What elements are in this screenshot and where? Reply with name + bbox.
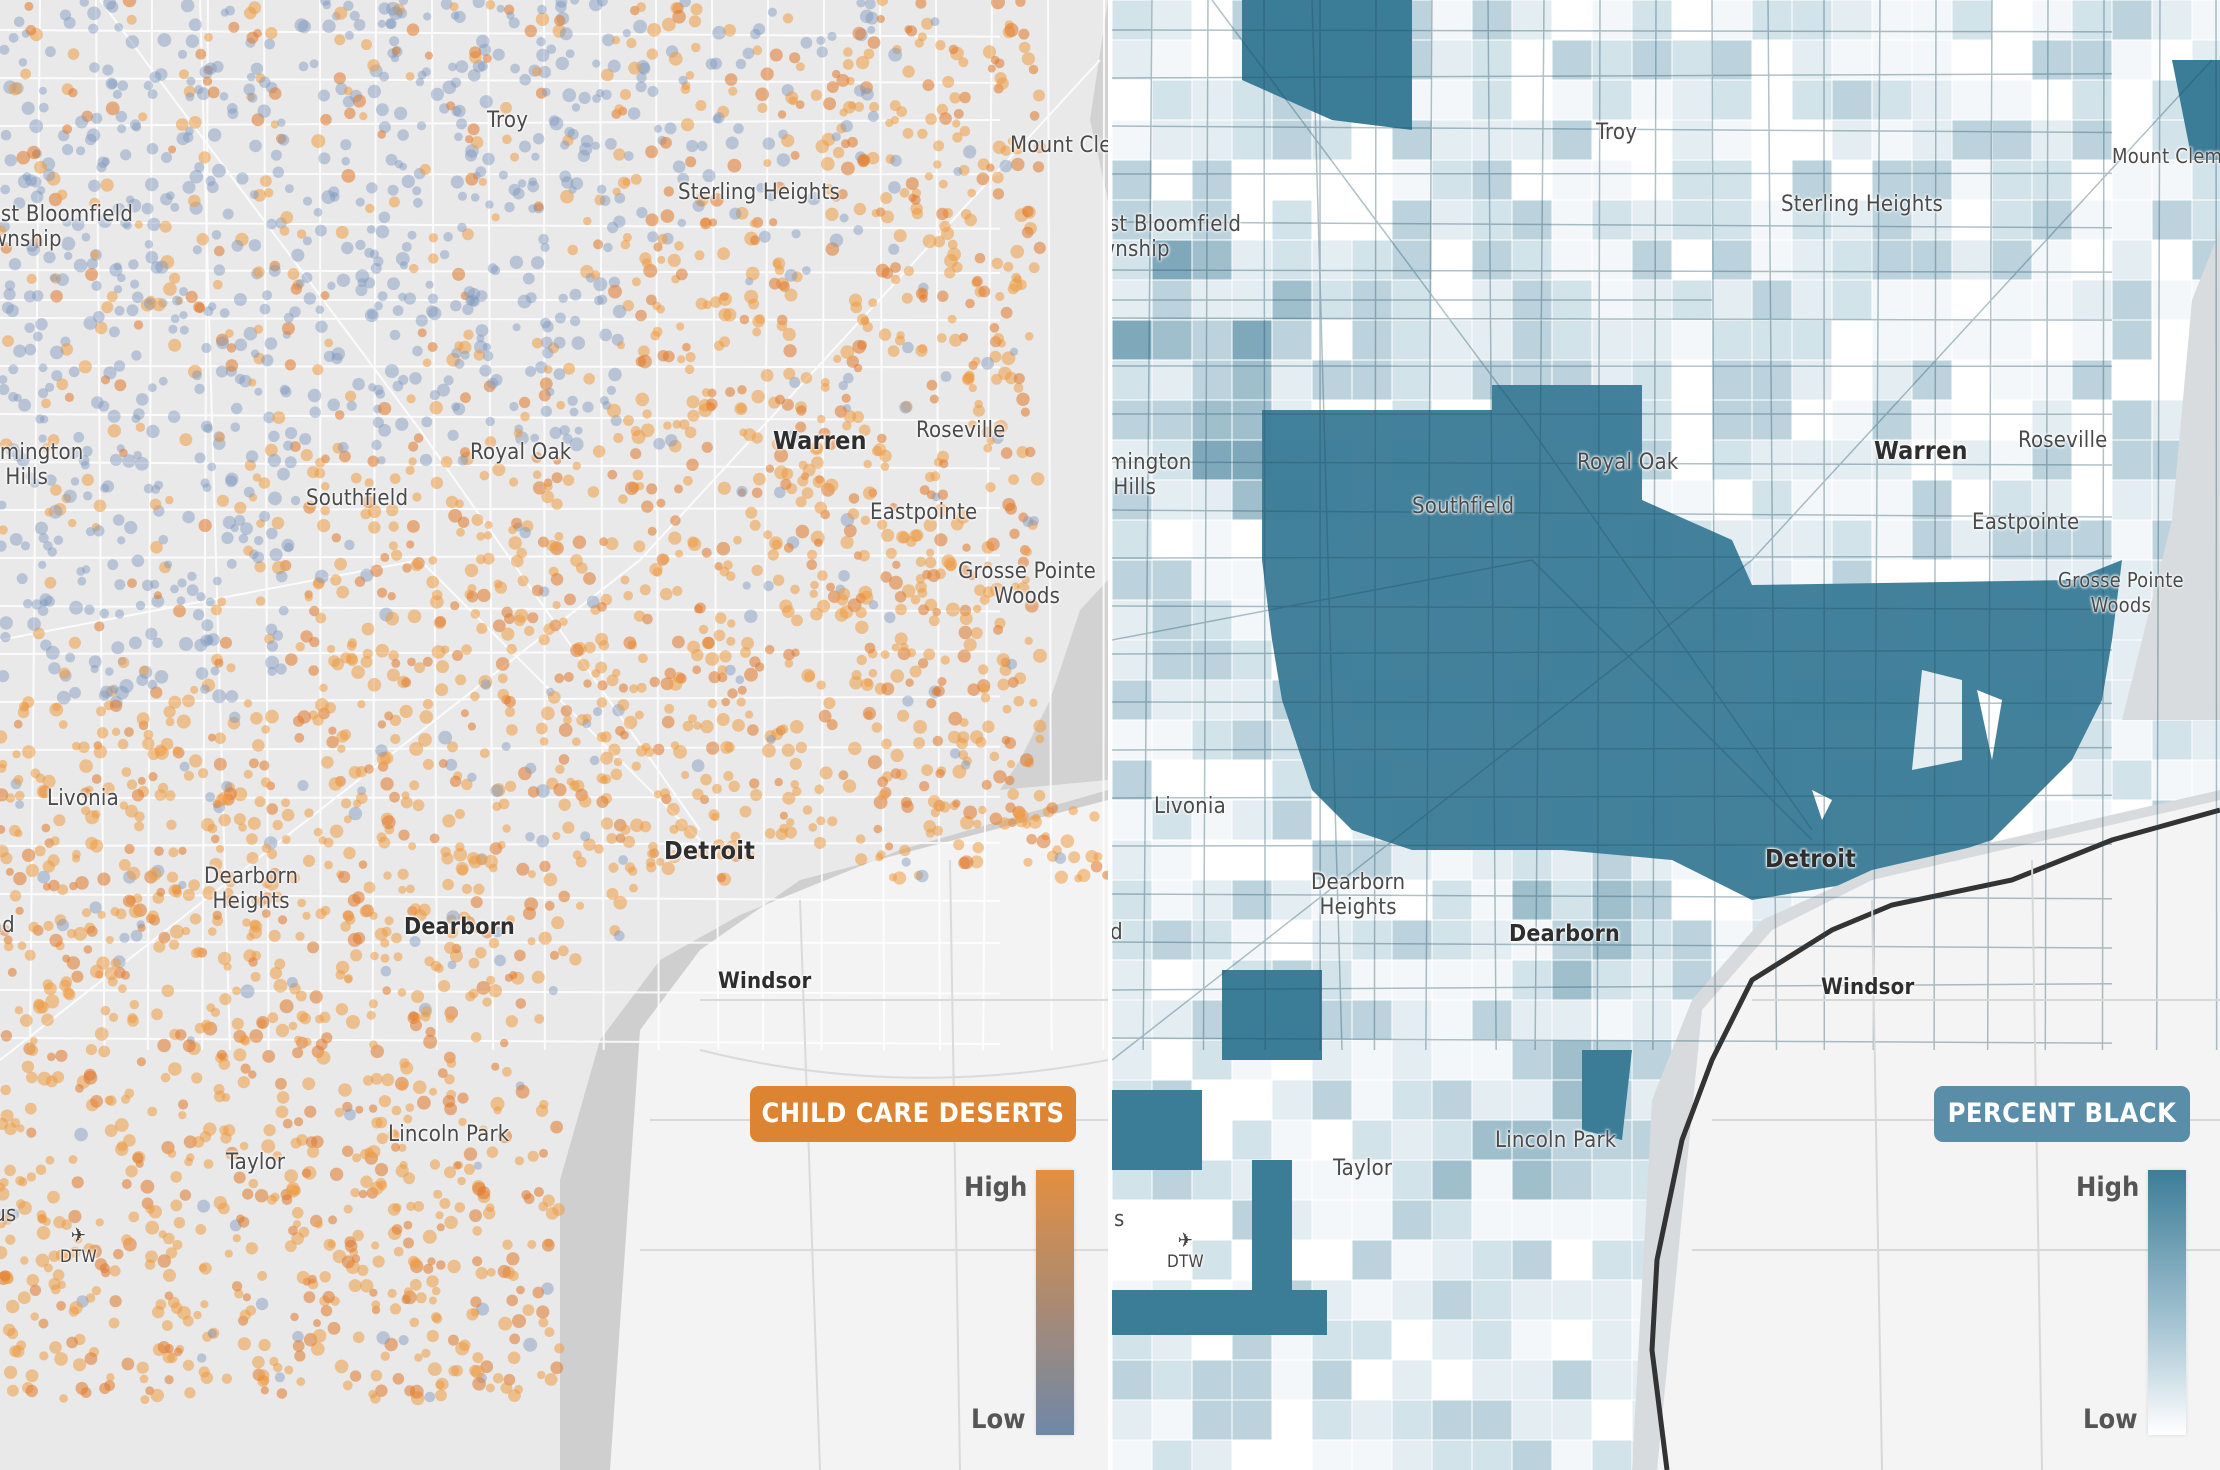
dot-map-canvas (0, 0, 1108, 1470)
label-sterling-heights: Sterling Heights (678, 180, 840, 205)
label-westland: Westland (1112, 920, 1123, 945)
label-west-bloomfield: West Bloomfield Township (0, 202, 134, 252)
label-warren: Warren (1874, 436, 1968, 465)
label-windsor: Windsor (718, 969, 812, 994)
label-lincoln-park: Lincoln Park (1495, 1128, 1617, 1153)
label-windsor: Windsor (1821, 975, 1915, 1000)
label-lincoln-park: Lincoln Park (388, 1122, 510, 1147)
label-grosse-pointe-woods: Grosse Pointe Woods (958, 559, 1097, 609)
percent-black-map[interactable]: Troy Mount Clemens Sterling Heights West… (1112, 0, 2220, 1470)
label-mount-clemens: Mount Clemens (2112, 144, 2220, 168)
label-dearborn-heights: Dearborn Heights (204, 864, 299, 914)
label-sterling-heights: Sterling Heights (1781, 192, 1943, 217)
road-network (1112, 0, 2218, 1061)
label-royal-oak: Royal Oak (1577, 450, 1679, 475)
label-eastpointe: Eastpointe (870, 500, 978, 525)
lake-st-clair (2122, 230, 2220, 720)
legend-title: CHILD CARE DESERTS (750, 1086, 1076, 1142)
label-romulus: Romulus (1112, 1207, 1125, 1232)
legend-gradient-bar (2148, 1170, 2186, 1435)
legend-low-label: Low (971, 1404, 1026, 1435)
label-southfield: Southfield (306, 486, 409, 511)
label-farmington-hills: Farmington Hills (0, 440, 84, 490)
airplane-icon: ✈ (1177, 1228, 1194, 1252)
label-livonia: Livonia (1154, 794, 1226, 819)
label-west-bloomfield: West Bloomfield Township (1112, 212, 1242, 262)
label-dearborn-heights: Dearborn Heights (1311, 870, 1406, 920)
label-grosse-pointe-woods: Grosse Pointe Woods (2058, 568, 2184, 617)
label-dearborn: Dearborn (1509, 921, 1620, 947)
label-dearborn: Dearborn (404, 914, 515, 940)
road-network (0, 0, 1105, 1061)
legend-high-label: High (964, 1172, 1028, 1203)
label-troy: Troy (1596, 120, 1638, 145)
data-dots (0, 0, 1108, 1406)
child-care-deserts-map[interactable]: Troy Mount Clemens Sterling Heights West… (0, 0, 1108, 1470)
lake-st-clair (1000, 0, 1108, 790)
label-troy: Troy (487, 108, 529, 133)
label-detroit: Detroit (1765, 844, 1857, 873)
label-taylor: Taylor (1333, 1156, 1393, 1181)
legend-title: PERCENT BLACK (1934, 1086, 2190, 1142)
label-dtw: ✈ DTW (60, 1223, 97, 1267)
legend-high-label: High (2076, 1172, 2140, 1203)
choropleth-canvas (1112, 0, 2220, 1470)
label-roseville: Roseville (2018, 428, 2108, 453)
label-detroit: Detroit (664, 836, 756, 865)
north-tract-cluster (1242, 0, 1412, 130)
label-eastpointe: Eastpointe (1972, 510, 2080, 535)
label-mount-clemens: Mount Clemens (1010, 133, 1108, 158)
international-border (1649, 807, 2220, 1470)
label-warren: Warren (773, 426, 867, 455)
label-royal-oak: Royal Oak (470, 440, 572, 465)
panel-divider (1108, 0, 1112, 1470)
label-farmington-hills: Farmington Hills (1112, 450, 1192, 500)
high-concentration-region (1262, 385, 2122, 900)
legend-gradient-bar (1036, 1170, 1074, 1435)
label-dtw: ✈ DTW (1167, 1228, 1204, 1272)
label-romulus: Romulus (0, 1202, 17, 1227)
label-taylor: Taylor (226, 1150, 286, 1175)
airplane-icon: ✈ (70, 1223, 87, 1247)
label-southfield: Southfield (1412, 494, 1515, 519)
label-roseville: Roseville (916, 418, 1006, 443)
legend-low-label: Low (2083, 1404, 2138, 1435)
label-westland: Westland (0, 913, 15, 938)
label-livonia: Livonia (47, 786, 119, 811)
